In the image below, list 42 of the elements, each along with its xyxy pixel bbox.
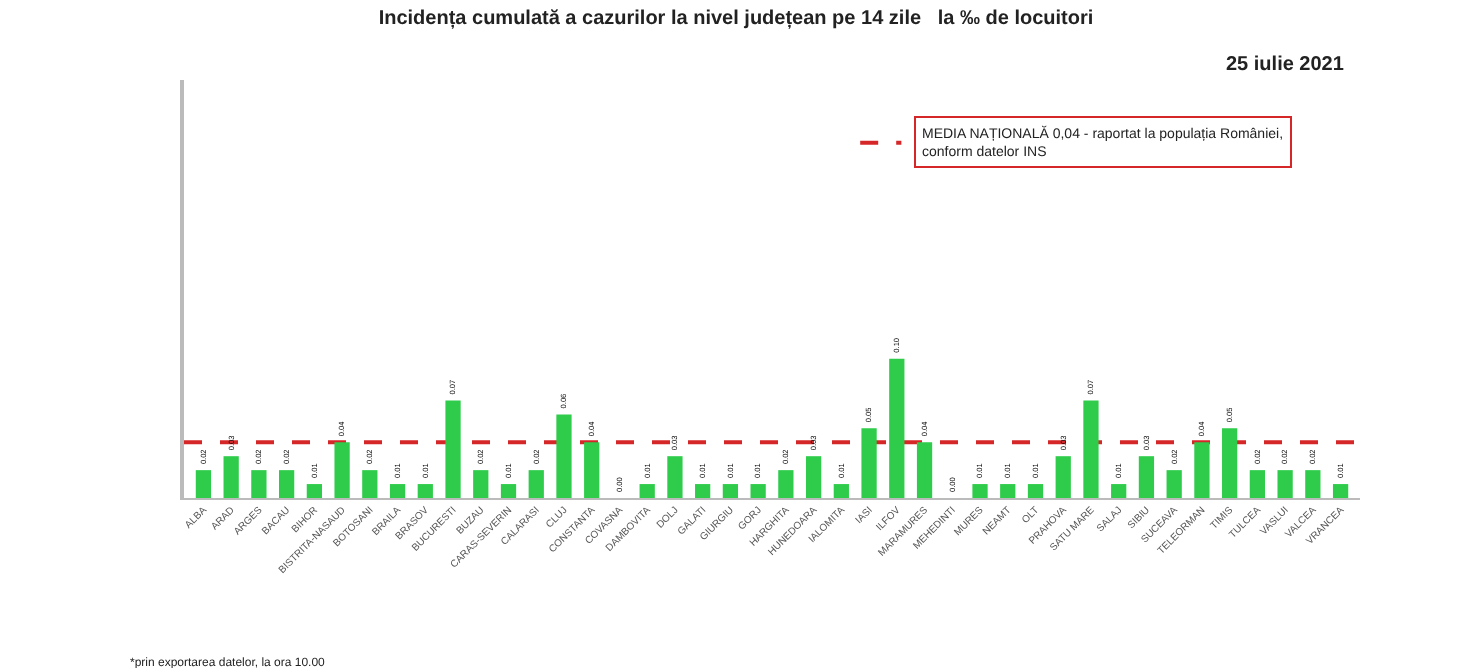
- bar: [695, 484, 711, 498]
- bar: [334, 442, 350, 498]
- bar: [1138, 456, 1155, 498]
- bar: [1249, 470, 1265, 498]
- bar: [722, 484, 739, 498]
- bar: [1332, 484, 1349, 498]
- bar: [279, 470, 295, 498]
- chart-subtitle: 25 iulie 2021: [1226, 54, 1345, 76]
- bar: [1222, 428, 1238, 498]
- bar: [667, 456, 683, 498]
- bar: [1083, 400, 1099, 498]
- bar: [889, 358, 905, 498]
- bar: [916, 442, 933, 498]
- bar: [223, 456, 239, 498]
- bar: [362, 470, 378, 498]
- bar: [306, 484, 322, 498]
- bar: [1055, 456, 1071, 498]
- bar: [500, 484, 517, 498]
- bar: [861, 428, 877, 498]
- bar: [1000, 484, 1016, 498]
- bar: [1111, 484, 1127, 498]
- bar: [445, 400, 461, 498]
- bar: [251, 470, 267, 498]
- bar: [473, 470, 489, 498]
- bar: [1305, 470, 1321, 498]
- bar: [1194, 442, 1210, 498]
- bar: [195, 470, 212, 498]
- bar: [750, 484, 766, 498]
- bar: [417, 484, 433, 498]
- bar: [639, 484, 655, 498]
- bar: [778, 470, 794, 498]
- chart-title: Incidența cumulată a cazurilor la nivel județean pe 14 zile la ‰ de locuitori: [378, 8, 1094, 31]
- bar: [1277, 470, 1293, 498]
- bar: [1027, 484, 1044, 498]
- bar: [833, 484, 849, 498]
- bar: [389, 484, 406, 498]
- bar: [972, 484, 988, 498]
- bar: [528, 470, 544, 498]
- bar: [584, 442, 600, 498]
- bar: [556, 414, 572, 498]
- bar: [1166, 470, 1182, 498]
- bar: [805, 456, 822, 498]
